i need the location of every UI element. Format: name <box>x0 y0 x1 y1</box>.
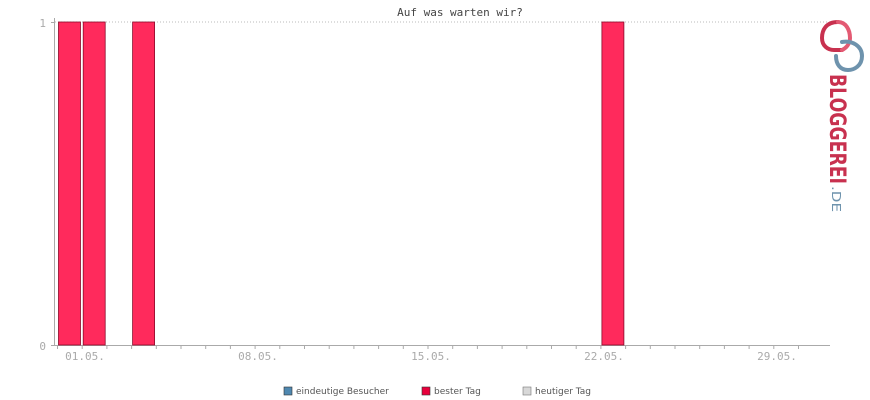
legend-label-heutiger-tag: heutiger Tag <box>535 387 591 397</box>
x-tick-label-0805: 08.05. <box>238 350 278 363</box>
logo-icon <box>819 20 865 73</box>
chart-title: Auf was warten wir? <box>397 6 523 19</box>
bar-0205 <box>82 21 106 346</box>
logo-suffix-text: .DE <box>829 186 843 212</box>
y-tick-label-0: 0 <box>39 340 46 353</box>
x-tick-label-1505: 15.05. <box>411 350 451 363</box>
bars <box>58 21 625 346</box>
bloggerei-logo: BLOGGEREI .DE <box>819 20 865 212</box>
logo-brand-text: BLOGGEREI <box>824 74 849 184</box>
legend-label-eindeutige-besucher: eindeutige Besucher <box>296 387 389 397</box>
bar-0405 <box>132 21 156 346</box>
x-ticks <box>57 345 799 349</box>
bar-0105 <box>58 21 81 346</box>
legend-swatch-eindeutige-besucher <box>283 386 293 396</box>
x-tick-label-2905: 29.05. <box>757 350 797 363</box>
legend-label-bester-tag: bester Tag <box>434 387 481 397</box>
y-tick-label-1: 1 <box>39 17 46 30</box>
x-tick-label-2205: 22.05. <box>584 350 624 363</box>
x-tick-label-0105: 01.05. <box>65 350 105 363</box>
legend-swatch-bester-tag <box>421 386 431 396</box>
bar-2305 <box>601 21 625 346</box>
legend: eindeutige Besucher bester Tag heutiger … <box>283 386 591 397</box>
legend-swatch-heutiger-tag <box>522 386 532 396</box>
